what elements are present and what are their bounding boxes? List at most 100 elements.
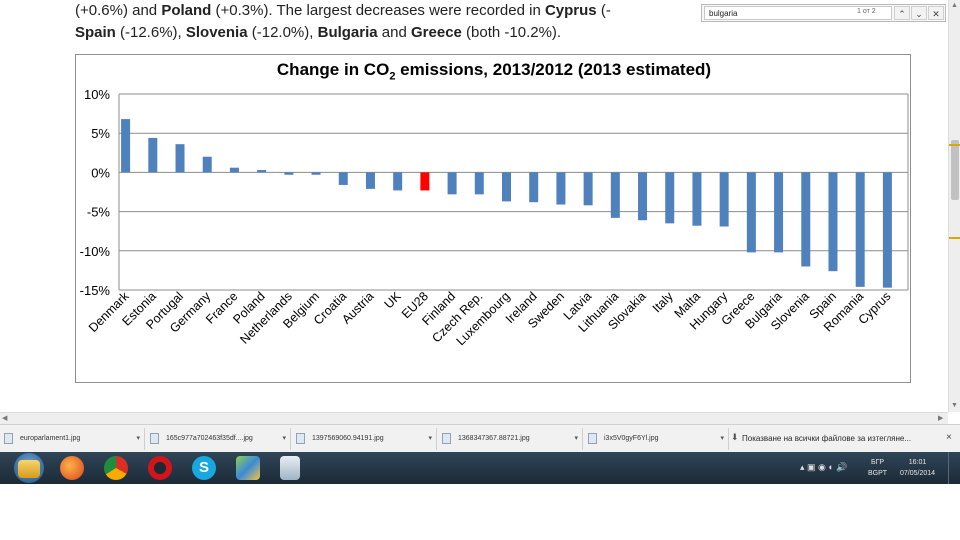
bar-bulgaria <box>774 172 784 253</box>
bold-country-name: Spain <box>75 24 116 41</box>
bar-estonia <box>148 137 158 173</box>
close-downloads-bar-button[interactable]: × <box>946 432 952 443</box>
windows-taskbar: S ▴ ▣ ◉ ◐ 🔊 БГР BGPT 16:01 07/05/2014 <box>0 452 960 484</box>
vertical-scrollbar[interactable]: ▲ ▼ <box>948 0 960 412</box>
opera-icon[interactable] <box>148 456 172 480</box>
scroll-match-marker <box>949 144 960 146</box>
chart-title: Change in CO2 emissions, 2013/2012 (2013… <box>276 60 712 83</box>
bar-hungary <box>719 172 729 227</box>
download-filename: 1397569060.94191.jpg <box>312 435 384 442</box>
text-run: (-12.0%), <box>247 24 318 41</box>
input-language-indicator[interactable]: БГР BGPT <box>868 457 887 479</box>
bar-malta <box>692 172 702 226</box>
bold-country-name: Poland <box>161 2 212 19</box>
dropdown-arrow-icon[interactable]: ▾ <box>720 435 724 442</box>
language-code: БГР <box>871 459 885 466</box>
system-clock[interactable]: 16:01 07/05/2014 <box>900 457 935 479</box>
image-file-icon <box>4 433 13 444</box>
find-next-button[interactable]: ⌄ <box>911 6 927 20</box>
image-file-icon <box>588 433 597 444</box>
y-tick-label: -5% <box>87 205 111 220</box>
download-item[interactable]: i3x5V0gyF6Yl.jpg ▾ <box>584 428 729 450</box>
dropdown-arrow-icon[interactable]: ▾ <box>282 435 286 442</box>
bar-slovakia <box>638 172 648 221</box>
text-line-2: Spain (-12.6%), Slovenia (-12.0%), Bulga… <box>75 22 561 44</box>
bar-finland <box>447 172 457 195</box>
bold-country-name: Greece <box>411 24 462 41</box>
bar-germany <box>202 156 212 173</box>
y-tick-label: 0% <box>91 165 110 180</box>
scroll-up-arrow-icon[interactable]: ▲ <box>951 2 958 9</box>
bar-spain <box>828 172 838 272</box>
text-run: (both -10.2%). <box>461 24 562 41</box>
bar-czech-rep- <box>474 172 484 195</box>
bar-netherlands <box>284 172 294 175</box>
scroll-left-arrow-icon[interactable]: ◀ <box>2 415 8 422</box>
show-all-downloads-link[interactable]: Показване на всички файлове за изтегляне… <box>742 434 911 443</box>
file-explorer-icon[interactable] <box>18 460 40 478</box>
keyboard-layout: BGPT <box>868 470 888 477</box>
text-run: (+0.6%) and <box>75 2 162 19</box>
download-item[interactable]: 1397569060.94191.jpg ▾ <box>292 428 437 450</box>
blank-area <box>0 484 960 540</box>
download-filename: europarlament1.jpg <box>20 435 81 442</box>
bar-denmark <box>121 119 131 173</box>
dropdown-arrow-icon[interactable]: ▾ <box>574 435 578 442</box>
clock-time: 16:01 <box>908 459 927 466</box>
find-bar: 1 от 2 ⌃ ⌄ ✕ <box>701 4 946 22</box>
text-run: (-12.6%), <box>115 24 186 41</box>
text-line-1: (+0.6%) and Poland (+0.3%). The largest … <box>75 0 611 22</box>
bar-cyprus <box>882 172 892 288</box>
downloads-bar: europarlament1.jpg ▾ 165c977a702463f35df… <box>0 424 960 452</box>
bar-belgium <box>311 172 321 175</box>
bar-austria <box>365 172 375 189</box>
vertical-scroll-thumb[interactable] <box>951 140 959 200</box>
image-file-icon <box>296 433 305 444</box>
bar-portugal <box>175 144 185 173</box>
chrome-icon[interactable] <box>104 456 128 480</box>
co2-bar-chart: 10%5%0%-5%-10%-15%DenmarkEstoniaPortugal… <box>80 87 909 348</box>
firefox-icon[interactable] <box>60 456 84 480</box>
find-close-button[interactable]: ✕ <box>928 6 944 20</box>
bar-lithuania <box>610 172 620 218</box>
document-page: (+0.6%) and Poland (+0.3%). The largest … <box>75 0 946 383</box>
bar-latvia <box>583 172 593 206</box>
find-previous-button[interactable]: ⌃ <box>894 6 910 20</box>
y-tick-label: 10% <box>84 87 110 102</box>
bar-romania <box>855 172 865 287</box>
download-arrow-icon: ⬇ <box>731 432 739 442</box>
bar-sweden <box>556 172 566 205</box>
bar-ireland <box>529 172 539 203</box>
notepad-icon[interactable] <box>280 456 300 480</box>
bar-croatia <box>338 172 348 185</box>
scroll-match-marker <box>949 237 960 239</box>
bar-uk <box>393 172 403 191</box>
bar-poland <box>257 170 267 173</box>
system-tray-icons[interactable]: ▴ ▣ ◉ ◐ 🔊 <box>800 462 848 472</box>
show-desktop-button[interactable] <box>948 452 960 484</box>
bold-country-name: Cyprus <box>544 2 597 19</box>
dropdown-arrow-icon[interactable]: ▾ <box>428 435 432 442</box>
find-input[interactable] <box>704 6 892 20</box>
download-item[interactable]: 165c977a702463f35df....jpg ▾ <box>146 428 291 450</box>
y-tick-label: -15% <box>80 283 111 298</box>
horizontal-scrollbar[interactable]: ◀ ▶ <box>0 412 948 424</box>
text-run: (- <box>596 2 611 19</box>
bar-slovenia <box>801 172 811 267</box>
y-tick-label: 5% <box>91 126 110 141</box>
download-item[interactable]: 1368347367.88721.jpg ▾ <box>438 428 583 450</box>
dropdown-arrow-icon[interactable]: ▾ <box>136 435 140 442</box>
scroll-down-arrow-icon[interactable]: ▼ <box>951 402 958 409</box>
skype-icon[interactable]: S <box>192 456 216 480</box>
paint-icon[interactable] <box>236 456 260 480</box>
download-filename: 165c977a702463f35df....jpg <box>166 435 253 442</box>
image-file-icon <box>150 433 159 444</box>
scroll-right-arrow-icon[interactable]: ▶ <box>938 415 944 422</box>
bar-luxembourg <box>502 172 511 202</box>
chart-container: 10% 5% 0% -5% -10% -15% Denmark Estonia Portugal… <box>75 54 911 383</box>
bar-italy <box>665 172 675 224</box>
download-filename: i3x5V0gyF6Yl.jpg <box>604 435 659 442</box>
bar-france <box>229 167 239 173</box>
x-tick-label: UK <box>382 289 405 312</box>
download-item[interactable]: europarlament1.jpg ▾ <box>0 428 145 450</box>
